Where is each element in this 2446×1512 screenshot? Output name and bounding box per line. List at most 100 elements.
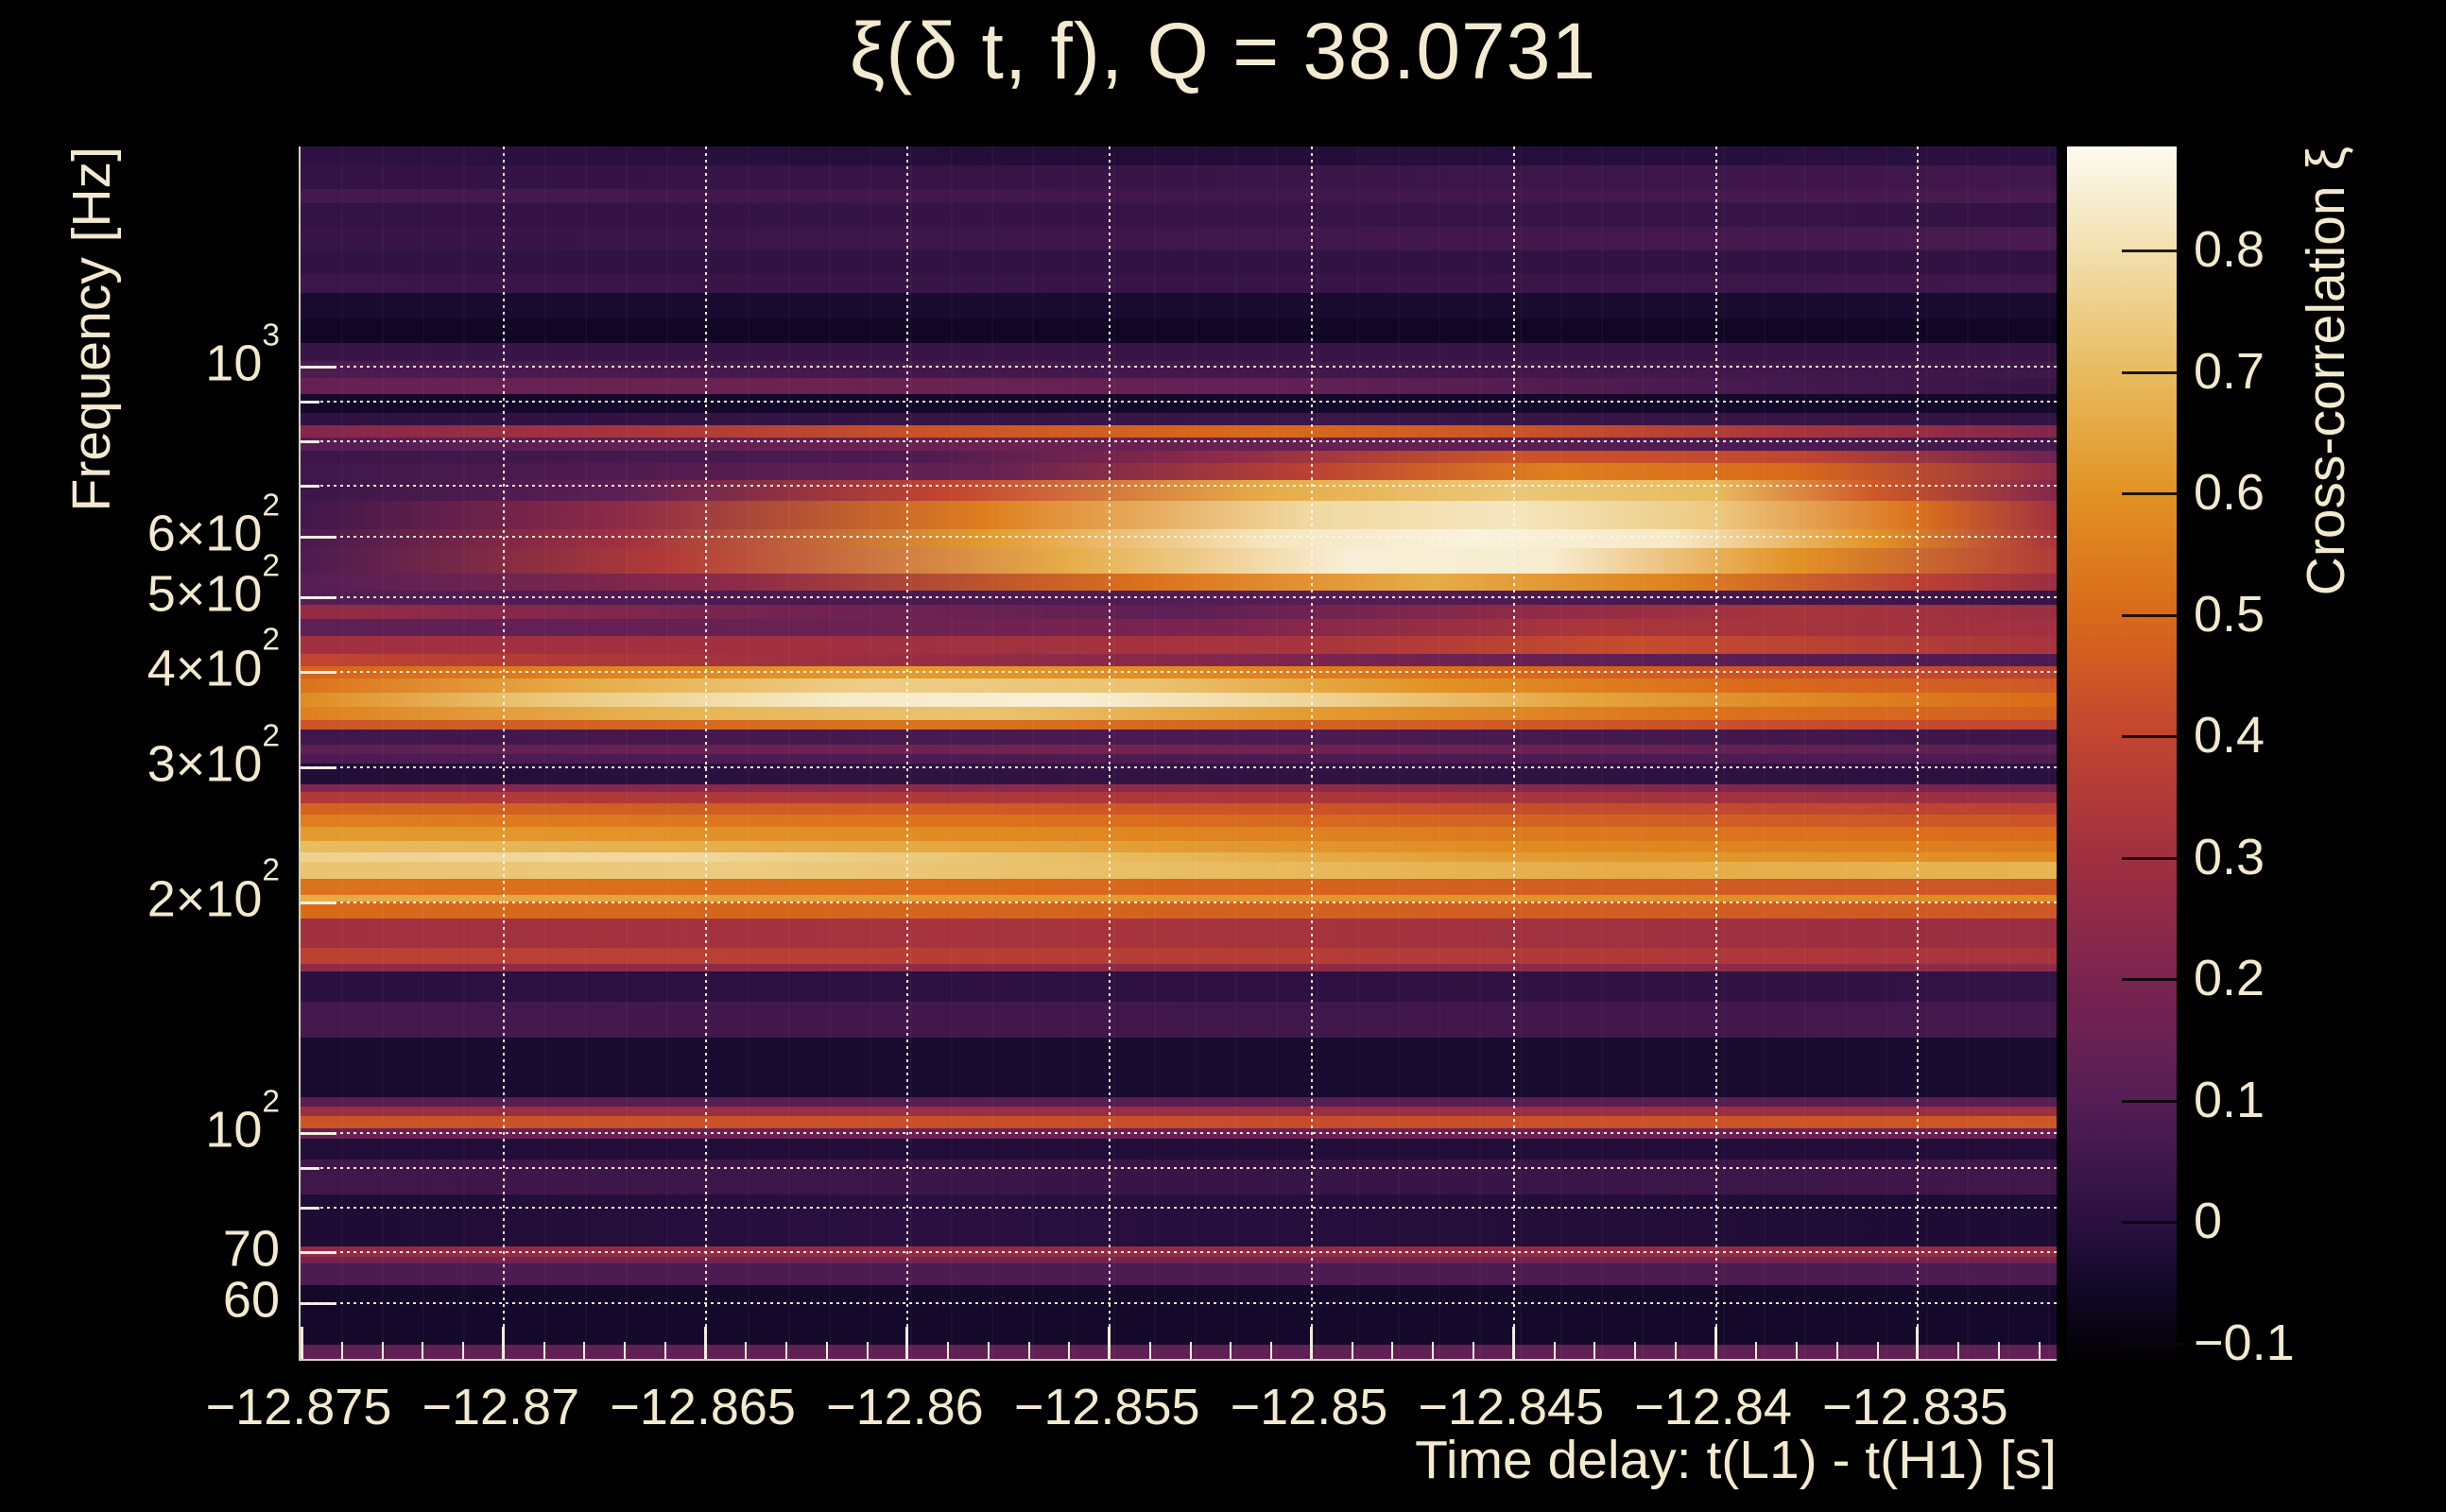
colorbar-tick bbox=[2122, 1100, 2184, 1103]
y-tick-label: 6×102 bbox=[146, 488, 280, 562]
heatmap-band bbox=[301, 964, 2057, 972]
x-minor-tick bbox=[785, 1342, 787, 1359]
colorbar-tick-label: 0 bbox=[2194, 1193, 2223, 1249]
x-gridline bbox=[1109, 146, 1111, 1359]
y-gridline bbox=[301, 1132, 2057, 1134]
heatmap-band bbox=[301, 1139, 2057, 1160]
x-gridline bbox=[1311, 146, 1313, 1359]
x-tick-label: −12.86 bbox=[826, 1379, 984, 1435]
heatmap-band bbox=[301, 1107, 2057, 1117]
colorbar-tick-label: 0.2 bbox=[2194, 950, 2265, 1006]
x-minor-tick bbox=[382, 1342, 384, 1359]
x-minor-tick bbox=[1554, 1342, 1556, 1359]
x-minor-tick bbox=[1755, 1342, 1757, 1359]
x-gridline bbox=[906, 146, 908, 1359]
y-gridline bbox=[301, 766, 2057, 768]
heatmap-band bbox=[301, 189, 2057, 204]
x-tick-label: −12.84 bbox=[1634, 1379, 1792, 1435]
heatmap-band bbox=[301, 146, 2057, 166]
heatmap-band bbox=[301, 784, 2057, 793]
y-gridline bbox=[301, 671, 2057, 673]
heatmap-band bbox=[301, 693, 2057, 708]
colorbar bbox=[2067, 146, 2177, 1361]
colorbar-title: Cross-correlation ξ bbox=[2296, 146, 2356, 596]
y-major-tick bbox=[301, 1302, 336, 1305]
x-major-tick bbox=[704, 1327, 707, 1359]
colorbar-tick bbox=[2122, 249, 2184, 252]
heatmap-band bbox=[301, 971, 2057, 1003]
colorbar-tick-label: 0.3 bbox=[2194, 829, 2265, 885]
heatmap-band bbox=[301, 841, 2057, 853]
colorbar-tick-label: 0.6 bbox=[2194, 464, 2265, 521]
y-gridline bbox=[301, 1167, 2057, 1169]
y-tick-exponent: 2 bbox=[262, 548, 280, 584]
heatmap-band bbox=[301, 318, 2057, 344]
heatmap-band bbox=[301, 803, 2057, 816]
heatmap-band bbox=[301, 636, 2057, 655]
x-major-tick bbox=[502, 1327, 505, 1359]
x-minor-tick bbox=[1270, 1342, 1272, 1359]
colorbar-tick-label: 0.4 bbox=[2194, 707, 2265, 764]
x-minor-tick bbox=[1391, 1342, 1393, 1359]
x-minor-tick bbox=[1796, 1342, 1798, 1359]
y-tick-labels: 103 6×102 5×102 4×102 3×102 2×102 102 70 60 bbox=[0, 0, 280, 1512]
heatmap-band bbox=[301, 1263, 2057, 1286]
heatmap-band bbox=[301, 654, 2057, 667]
x-minor-tick bbox=[664, 1342, 666, 1359]
y-major-tick bbox=[301, 1132, 336, 1135]
heatmap-band bbox=[301, 378, 2057, 395]
y-major-tick bbox=[301, 671, 336, 674]
heatmap-band bbox=[301, 361, 2057, 379]
y-minor-tick bbox=[301, 440, 319, 443]
y-gridline bbox=[301, 1302, 2057, 1304]
x-tick-label: −12.87 bbox=[422, 1379, 580, 1435]
heatmap-band bbox=[301, 165, 2057, 190]
y-tick-exponent: 2 bbox=[262, 718, 280, 754]
y-tick-label: 4×102 bbox=[146, 622, 280, 697]
y-tick-label: 103 bbox=[205, 318, 280, 392]
heatmap-band bbox=[301, 919, 2057, 949]
x-minor-tick bbox=[543, 1342, 545, 1359]
x-minor-tick bbox=[1028, 1342, 1030, 1359]
heatmap-band bbox=[301, 1285, 2057, 1346]
heatmap-band bbox=[301, 343, 2057, 362]
x-gridline bbox=[1715, 146, 1717, 1359]
x-minor-tick bbox=[1149, 1342, 1151, 1359]
x-major-tick bbox=[1108, 1327, 1111, 1359]
y-gridline bbox=[301, 401, 2057, 403]
heatmap-band bbox=[301, 792, 2057, 804]
heatmap-band bbox=[301, 529, 2057, 549]
heatmap-band bbox=[301, 1160, 2057, 1195]
heatmap-band bbox=[301, 720, 2057, 730]
heatmap-band bbox=[301, 679, 2057, 694]
y-gridline bbox=[301, 485, 2057, 487]
x-minor-tick bbox=[624, 1342, 626, 1359]
colorbar-tick bbox=[2122, 1221, 2184, 1224]
colorbar-tick-label: 0.8 bbox=[2194, 221, 2265, 278]
heatmap-band bbox=[301, 605, 2057, 620]
colorbar-tick bbox=[2122, 614, 2184, 617]
y-tick-exponent: 2 bbox=[262, 853, 280, 889]
x-minor-tick bbox=[867, 1342, 869, 1359]
heatmap-band bbox=[301, 852, 2057, 863]
x-gridline bbox=[705, 146, 707, 1359]
heatmap-band bbox=[301, 574, 2057, 592]
x-minor-tick bbox=[1432, 1342, 1434, 1359]
y-tick-exponent: 3 bbox=[262, 318, 280, 353]
x-minor-tick bbox=[1190, 1342, 1192, 1359]
y-tick-label: 60 bbox=[222, 1271, 280, 1329]
y-tick-label: 2×102 bbox=[146, 853, 280, 928]
y-tick-exponent: 2 bbox=[262, 1084, 280, 1120]
y-major-tick bbox=[301, 902, 336, 904]
heatmap-band bbox=[301, 1194, 2057, 1247]
x-tick-label: −12.835 bbox=[1821, 1379, 2008, 1435]
colorbar-tick bbox=[2122, 978, 2184, 981]
heatmap-band bbox=[301, 827, 2057, 842]
heatmap-band bbox=[301, 619, 2057, 637]
x-tick-label: −12.845 bbox=[1418, 1379, 1605, 1435]
y-gridline bbox=[301, 1251, 2057, 1253]
heatmap-band bbox=[301, 895, 2057, 902]
heatmap-band bbox=[301, 1116, 2057, 1129]
colorbar-tick-label: −0.1 bbox=[2194, 1314, 2295, 1371]
heatmap-band bbox=[301, 1038, 2057, 1098]
